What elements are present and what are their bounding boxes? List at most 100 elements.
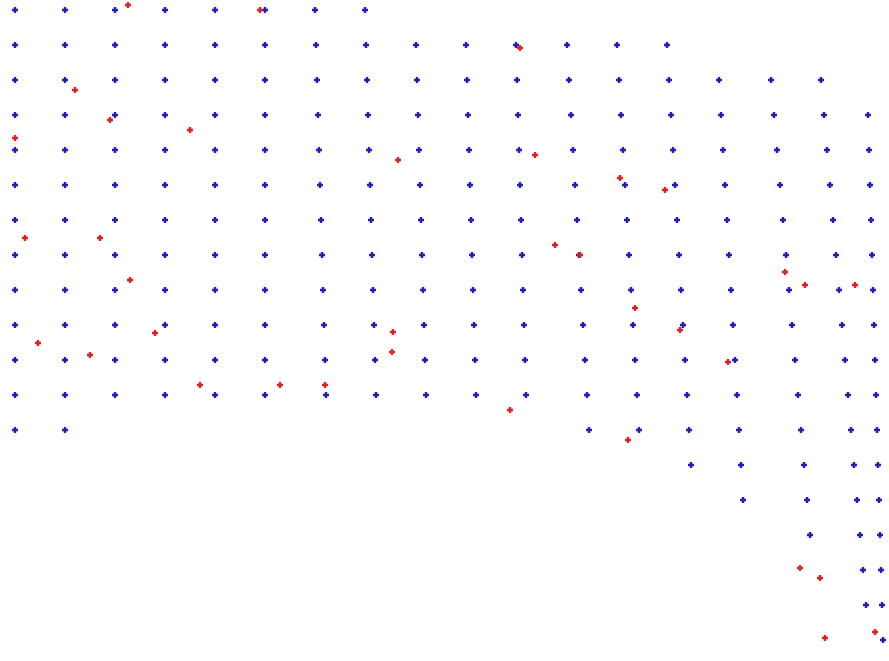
point [845, 392, 851, 398]
point [262, 147, 268, 153]
point [212, 147, 218, 153]
point [736, 427, 742, 433]
point [740, 497, 746, 503]
point [212, 77, 218, 83]
point [12, 427, 18, 433]
point [833, 252, 839, 258]
point [62, 182, 68, 188]
point [724, 217, 730, 223]
point [514, 77, 520, 83]
point [262, 252, 268, 258]
point [566, 77, 572, 83]
point [262, 217, 268, 223]
point [801, 462, 807, 468]
point [152, 330, 158, 336]
point [12, 147, 18, 153]
point [62, 217, 68, 223]
point [112, 77, 118, 83]
point [716, 77, 722, 83]
point [466, 147, 472, 153]
point [313, 42, 319, 48]
point [874, 427, 880, 433]
point [578, 287, 584, 293]
point [574, 217, 580, 223]
point [880, 637, 886, 643]
point [314, 77, 320, 83]
point [414, 77, 420, 83]
point [321, 322, 327, 328]
point [469, 252, 475, 258]
point [797, 565, 803, 571]
point [212, 322, 218, 328]
point [865, 112, 871, 118]
point [517, 182, 523, 188]
point [212, 217, 218, 223]
point [771, 112, 777, 118]
point [162, 42, 168, 48]
point [12, 42, 18, 48]
point [523, 392, 529, 398]
point [112, 147, 118, 153]
point [632, 305, 638, 311]
point [370, 287, 376, 293]
point [12, 182, 18, 188]
point [415, 112, 421, 118]
point [515, 112, 521, 118]
point [420, 287, 426, 293]
point [212, 287, 218, 293]
point [472, 357, 478, 363]
point [798, 427, 804, 433]
point [662, 187, 668, 193]
point [872, 357, 878, 363]
point [423, 392, 429, 398]
point [322, 382, 328, 388]
point [852, 282, 858, 288]
point [419, 252, 425, 258]
point [851, 462, 857, 468]
point [162, 7, 168, 13]
point [421, 322, 427, 328]
point [860, 567, 866, 573]
point [72, 87, 78, 93]
point [372, 357, 378, 363]
point [674, 217, 680, 223]
point [212, 392, 218, 398]
point [62, 392, 68, 398]
point [580, 322, 586, 328]
point [876, 497, 882, 503]
point [668, 112, 674, 118]
point [728, 287, 734, 293]
point [112, 252, 118, 258]
point [726, 252, 732, 258]
point [802, 282, 808, 288]
point [35, 340, 41, 346]
point [107, 117, 113, 123]
point [62, 42, 68, 48]
point [112, 217, 118, 223]
point [871, 322, 877, 328]
point [12, 322, 18, 328]
point [636, 427, 642, 433]
point [125, 2, 131, 8]
point [323, 392, 329, 398]
point [666, 77, 672, 83]
point [368, 217, 374, 223]
point [62, 357, 68, 363]
point [725, 359, 731, 365]
point [516, 147, 522, 153]
point [212, 7, 218, 13]
point [262, 112, 268, 118]
point [518, 217, 524, 223]
point [212, 112, 218, 118]
point [734, 392, 740, 398]
point [62, 7, 68, 13]
point [162, 287, 168, 293]
point [552, 242, 558, 248]
point [795, 392, 801, 398]
point [768, 77, 774, 83]
point [672, 182, 678, 188]
point [62, 112, 68, 118]
point [468, 217, 474, 223]
point [870, 287, 876, 293]
point [614, 42, 620, 48]
